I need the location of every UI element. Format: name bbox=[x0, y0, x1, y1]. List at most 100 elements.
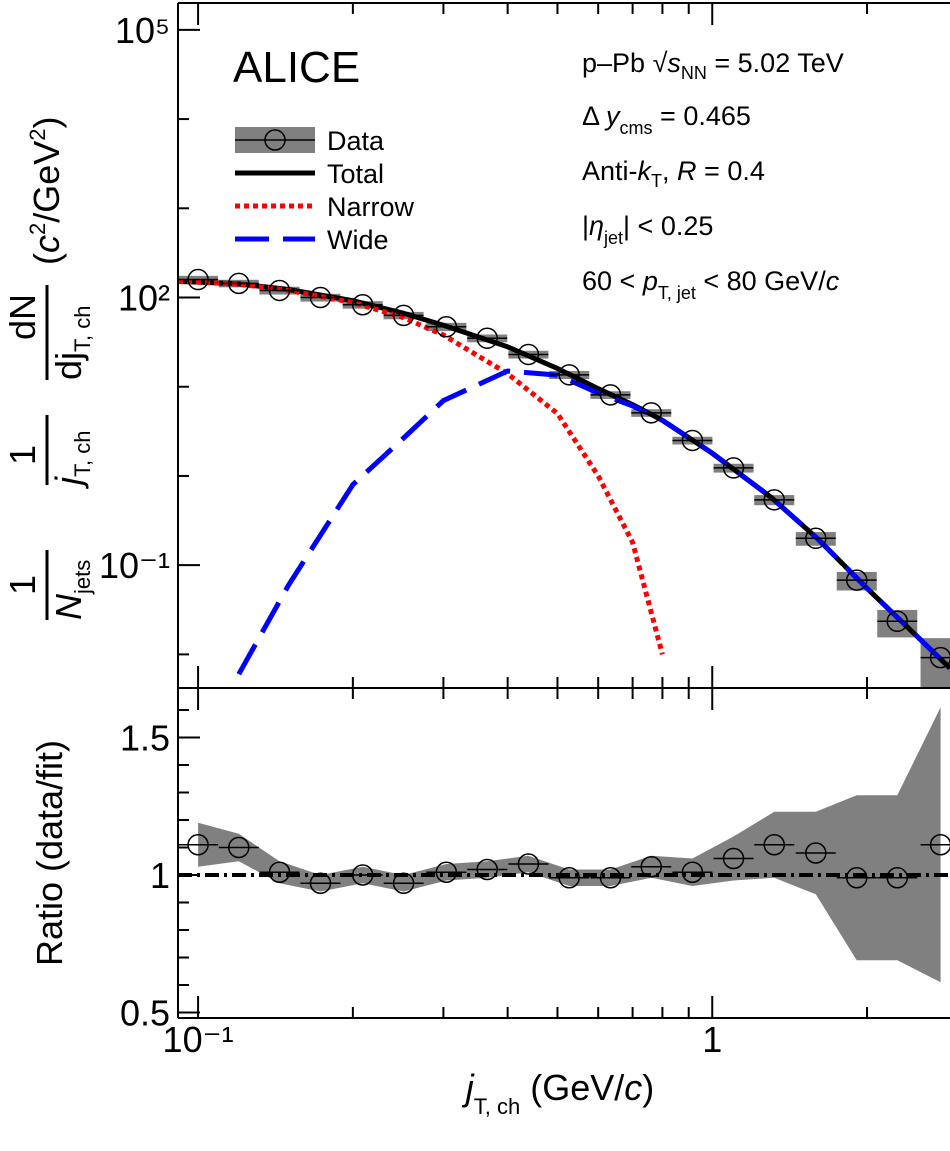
ratio-point bbox=[268, 861, 291, 883]
ann-part: k bbox=[638, 156, 653, 186]
ratio-point bbox=[476, 858, 498, 881]
ann-part: s bbox=[667, 48, 681, 78]
ylabel-part: T, ch bbox=[70, 431, 95, 477]
ylabel-part: dN bbox=[2, 294, 43, 340]
ann-part: p bbox=[642, 266, 658, 296]
ann-part: = 5.02 TeV bbox=[707, 48, 844, 78]
ylabel-part: ( bbox=[26, 253, 67, 265]
y-tick-label: 1 bbox=[150, 855, 170, 896]
ratio-point bbox=[805, 842, 827, 864]
ann-part: √ bbox=[653, 48, 668, 78]
legend-label: Total bbox=[327, 159, 384, 189]
data-point bbox=[763, 489, 785, 511]
ratio-point bbox=[599, 867, 622, 889]
ratio-axis-title: Ratio (data/fit) bbox=[29, 740, 70, 966]
data-point bbox=[476, 327, 498, 349]
data-point bbox=[558, 364, 580, 386]
ylabel-part: dN bbox=[2, 294, 43, 340]
ann-part: , bbox=[662, 156, 677, 186]
annotation: p–Pb √sNN = 5.02 TeV bbox=[582, 48, 844, 83]
ann-part: 60 < bbox=[582, 266, 643, 296]
ratio-point bbox=[309, 872, 332, 894]
ann-part: = 0.465 bbox=[653, 101, 751, 131]
ylabel-part: 1 bbox=[2, 575, 43, 595]
ylabel-part: ) bbox=[26, 116, 67, 128]
data-point bbox=[722, 457, 745, 479]
y-tick-label: 10⁵ bbox=[115, 10, 170, 51]
ann-part: y bbox=[604, 101, 621, 131]
data-point bbox=[929, 646, 950, 669]
ylabel-part: Njets bbox=[48, 560, 95, 620]
data-point bbox=[886, 610, 909, 633]
ann-part: = 0.4 bbox=[697, 156, 765, 186]
ratio-point bbox=[640, 856, 663, 878]
ylabel-part: T, ch bbox=[70, 306, 95, 352]
ylabel-part: j bbox=[48, 476, 89, 490]
ann-part: < 80 GeV/ bbox=[696, 266, 826, 296]
xlabel-part: j bbox=[461, 1067, 475, 1108]
y-tick-label: 10⁻¹ bbox=[99, 545, 170, 586]
ylabel-part: jT, ch bbox=[48, 431, 95, 490]
ratio-point bbox=[763, 834, 785, 856]
data-point bbox=[351, 293, 374, 316]
ratio-point bbox=[187, 834, 209, 856]
ylabel-part: djT, ch bbox=[48, 306, 95, 381]
fit-curve bbox=[178, 279, 665, 656]
ratio-point bbox=[681, 861, 704, 883]
y-tick-label: 1.5 bbox=[120, 718, 170, 759]
data-point bbox=[681, 429, 704, 452]
x-axis-title: jT, ch (GeV/c) bbox=[461, 1067, 655, 1119]
y-tick-label: 0.5 bbox=[120, 993, 170, 1034]
ratio-point bbox=[886, 867, 909, 889]
legend-label: Narrow bbox=[327, 192, 415, 222]
annotation: |ηjet| < 0.25 bbox=[582, 211, 713, 248]
ratio-point bbox=[228, 836, 250, 859]
legend-label: Data bbox=[327, 126, 385, 156]
xlabel-part: T, ch bbox=[474, 1094, 520, 1119]
ylabel-part: 2 bbox=[25, 128, 50, 140]
y-tick-label: 10² bbox=[118, 278, 170, 319]
x-tick-label: 1 bbox=[702, 1019, 722, 1060]
ann-part: R bbox=[677, 156, 697, 186]
ann-part: Anti- bbox=[582, 156, 638, 186]
ann-part: T, jet bbox=[658, 283, 696, 303]
xlabel-part: (GeV/ bbox=[520, 1067, 624, 1108]
ann-part: c bbox=[826, 266, 840, 296]
ann-part: p–Pb bbox=[582, 48, 653, 78]
fit-curve bbox=[236, 368, 950, 676]
ann-part: T bbox=[651, 171, 662, 191]
ratio-point bbox=[351, 864, 374, 886]
legend-swatch bbox=[264, 129, 286, 151]
ratio-syst-band bbox=[198, 707, 941, 983]
fit-curve bbox=[178, 279, 950, 670]
data-point bbox=[435, 316, 458, 338]
ylabel-part: 1 bbox=[2, 445, 43, 465]
annotation: 60 < pT, jet < 80 GeV/c bbox=[582, 266, 840, 303]
ann-part: | < 0.25 bbox=[623, 211, 713, 241]
ylabel-part: /GeV bbox=[26, 141, 67, 223]
ann-part: NN bbox=[681, 63, 707, 83]
data-point bbox=[845, 569, 868, 591]
data-point bbox=[392, 304, 415, 327]
data-point bbox=[309, 286, 332, 309]
ratio-point bbox=[517, 853, 540, 875]
lower-panel bbox=[178, 707, 950, 983]
ylabel-part: (c2/GeV2) bbox=[25, 116, 67, 265]
annotation: Anti-kT, R = 0.4 bbox=[582, 156, 765, 191]
ylabel-part: 2 bbox=[25, 223, 50, 235]
data-point bbox=[268, 279, 291, 302]
ratio-point bbox=[435, 861, 458, 883]
brand: ALICE bbox=[233, 43, 360, 92]
ratio-point bbox=[845, 867, 868, 889]
ratio-point bbox=[722, 847, 745, 870]
annotation: Δ ycms = 0.465 bbox=[582, 101, 751, 138]
ratio-point bbox=[929, 834, 950, 856]
ann-part: Δ bbox=[582, 101, 606, 131]
ylabel-part: c bbox=[26, 235, 67, 253]
upper-panel bbox=[178, 268, 950, 688]
x-tick-label: 10⁻¹ bbox=[163, 1019, 234, 1060]
xlabel-part: ) bbox=[642, 1067, 654, 1108]
ann-part: cms bbox=[620, 118, 653, 138]
